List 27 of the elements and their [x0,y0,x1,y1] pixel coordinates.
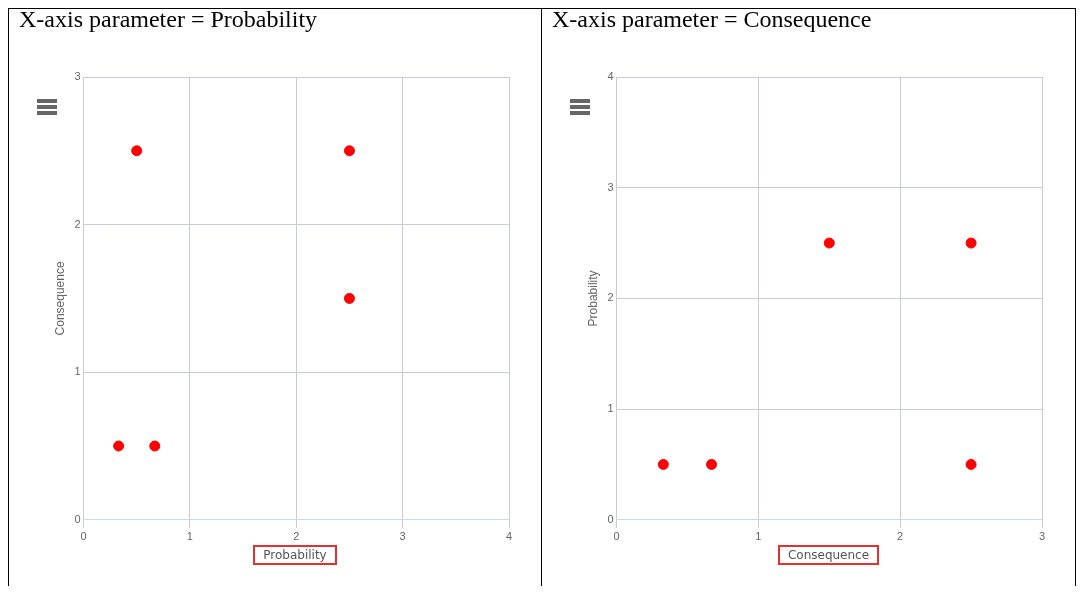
y-tick-label: 2 [607,291,614,304]
x-tick-label: 2 [293,530,300,543]
point [113,440,125,452]
y-tick-label: 2 [74,217,81,230]
y-tick-label: 0 [607,512,614,525]
y-axis-title: Probability [585,270,600,327]
x-axis-title: Consequence [777,545,880,565]
y-tick-label: 0 [74,512,81,525]
y-tick-label: 4 [607,70,614,83]
x-tick-label: 3 [1038,530,1046,543]
y-axis-title: Consequence [52,261,67,336]
chart-title: X-axis parameter = Consequence [551,5,873,33]
point [343,145,355,157]
y-tick-label: 3 [74,70,81,83]
point [343,292,355,304]
x-tick-label: 4 [505,530,513,543]
point [149,440,161,452]
x-tick-label: 1 [755,530,762,543]
x-tick-label: 3 [399,530,406,543]
point [131,145,143,157]
x-tick-label: 1 [186,530,193,543]
x-axis-title: Probability [253,545,337,565]
y-tick-label: 1 [74,365,81,378]
chart-title: X-axis parameter = Probability [18,5,319,33]
x-tick-label: 2 [897,530,904,543]
y-tick-label: 1 [607,402,614,415]
y-tick-label: 3 [607,180,614,193]
